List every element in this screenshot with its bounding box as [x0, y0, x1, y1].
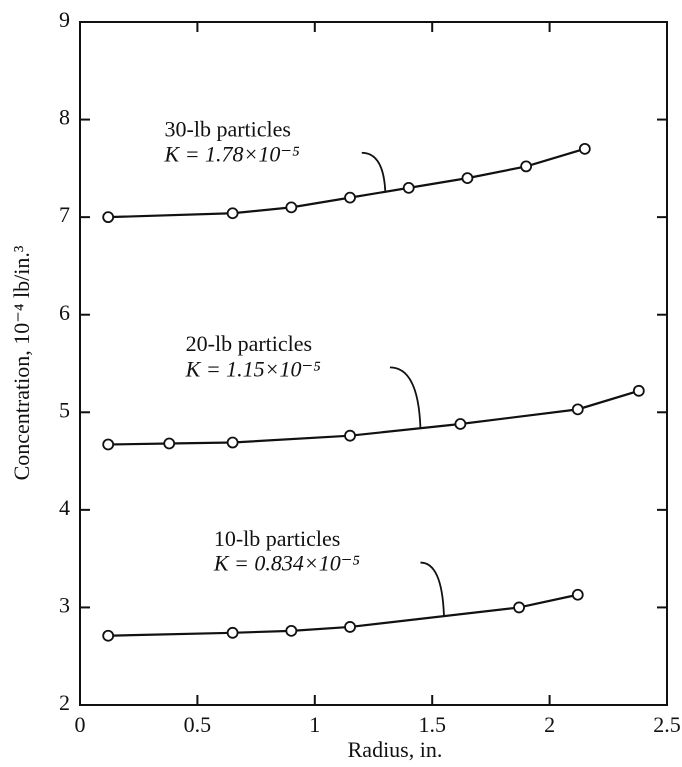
data-point	[344, 621, 356, 633]
x-tick-label: 0	[75, 712, 86, 737]
data-point	[285, 624, 298, 637]
y-tick-label: 9	[59, 7, 70, 32]
data-point	[102, 211, 115, 224]
series-line	[108, 389, 640, 446]
y-tick-label: 7	[59, 202, 70, 227]
series-name: 30-lb particles	[165, 116, 291, 141]
y-tick-label: 2	[59, 690, 70, 715]
series-annotation: K = 1.15×10⁻⁵	[185, 356, 321, 381]
series-annotation: K = 1.78×10⁻⁵	[164, 142, 300, 167]
data-point	[571, 588, 584, 601]
x-tick-label: 0.5	[184, 712, 212, 737]
data-point	[520, 160, 533, 173]
x-tick-label: 1.5	[418, 712, 446, 737]
data-point	[226, 436, 239, 449]
x-tick-label: 2.5	[653, 712, 681, 737]
data-point	[163, 437, 176, 450]
data-point	[226, 207, 239, 220]
plot-frame	[79, 21, 668, 706]
data-point	[571, 403, 584, 416]
x-tick-label: 2	[544, 712, 555, 737]
series-name: 20-lb particles	[186, 331, 312, 356]
data-point	[454, 418, 467, 430]
data-point	[226, 626, 239, 639]
series-annotation: K = 0.834×10⁻⁵	[213, 551, 360, 576]
data-point	[461, 172, 474, 185]
data-point	[344, 191, 356, 204]
x-axis-title: Radius, in.	[348, 737, 443, 762]
y-tick-label: 6	[59, 300, 70, 325]
series-line	[108, 147, 586, 219]
y-tick-label: 3	[59, 592, 70, 617]
data-point	[513, 601, 525, 614]
data-point	[102, 629, 115, 642]
annotation-arrow	[389, 366, 422, 429]
annotation-arrow	[361, 151, 387, 191]
data-point	[102, 438, 115, 451]
series-line	[108, 593, 579, 637]
y-tick-label: 4	[59, 495, 70, 520]
x-tick-label: 1	[309, 712, 320, 737]
annotation-arrow	[420, 561, 445, 616]
data-point	[344, 429, 356, 442]
data-point	[402, 181, 415, 194]
data-point	[285, 201, 298, 214]
y-tick-label: 5	[59, 397, 70, 422]
y-tick-label: 8	[59, 105, 70, 130]
series-name: 10-lb particles	[214, 526, 340, 551]
data-point	[632, 384, 645, 397]
y-axis-title: Concentration, 10⁻⁴ lb/in.³	[9, 245, 34, 480]
data-point	[578, 142, 591, 155]
